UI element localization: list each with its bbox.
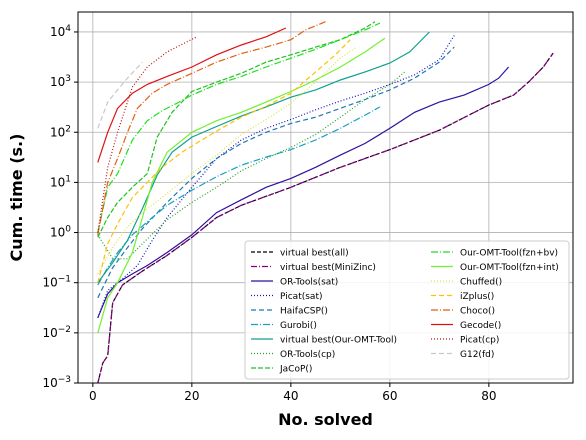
y-tick-label: 102	[50, 124, 71, 139]
legend-label: Gurobi()	[280, 321, 317, 331]
legend-label: Our-OMT-Tool(fzn+bv)	[460, 249, 558, 259]
legend-label: Chuffed()	[460, 278, 502, 288]
y-tick-label: 10−1	[42, 275, 71, 290]
legend-label: Gecode()	[460, 321, 501, 331]
series-line	[98, 37, 197, 233]
x-axis-title: No. solved	[278, 410, 373, 429]
x-axis: 0 20 40 60 80	[89, 383, 496, 403]
x-tick-label: 0	[89, 389, 97, 403]
x-tick-label: 20	[184, 389, 199, 403]
y-tick-label: 10−3	[42, 375, 71, 390]
y-tick-label: 10−2	[42, 325, 71, 340]
legend-label: Our-OMT-Tool(fzn+int)	[460, 263, 559, 273]
x-tick-label: 80	[481, 389, 496, 403]
legend-label: HaifaCSP()	[280, 307, 328, 317]
legend-label: virtual best(MiniZinc)	[280, 263, 376, 273]
y-tick-label: 101	[50, 174, 71, 189]
series-line	[98, 72, 405, 259]
x-tick-label: 60	[382, 389, 397, 403]
legend-label: iZplus()	[460, 292, 494, 302]
legend-label: OR-Tools(cp)	[280, 350, 335, 360]
series-line	[98, 22, 375, 238]
legend-label: Picat(sat)	[280, 292, 322, 302]
legend-label: JaCoP()	[279, 365, 312, 375]
legend-label: virtual best(all)	[280, 249, 349, 259]
series-line	[98, 62, 143, 128]
y-tick-label: 100	[50, 225, 71, 240]
legend: virtual best(all) virtual best(MiniZinc) O…	[245, 241, 569, 379]
x-tick-label: 40	[283, 389, 298, 403]
legend-label: OR-Tools(sat)	[280, 278, 338, 288]
y-axis: 10−3 10−2 10−1 100 101 102 103 104	[42, 24, 78, 390]
legend-label: Choco()	[460, 307, 495, 317]
y-tick-label: 103	[50, 74, 71, 89]
legend-label: G12(fd)	[460, 350, 494, 360]
y-axis-title: Cum. time (s.)	[7, 134, 26, 262]
legend-label: virtual best(Our-OMT-Tool)	[280, 336, 397, 346]
y-tick-label: 104	[50, 24, 71, 39]
legend-label: Picat(cp)	[460, 336, 499, 346]
